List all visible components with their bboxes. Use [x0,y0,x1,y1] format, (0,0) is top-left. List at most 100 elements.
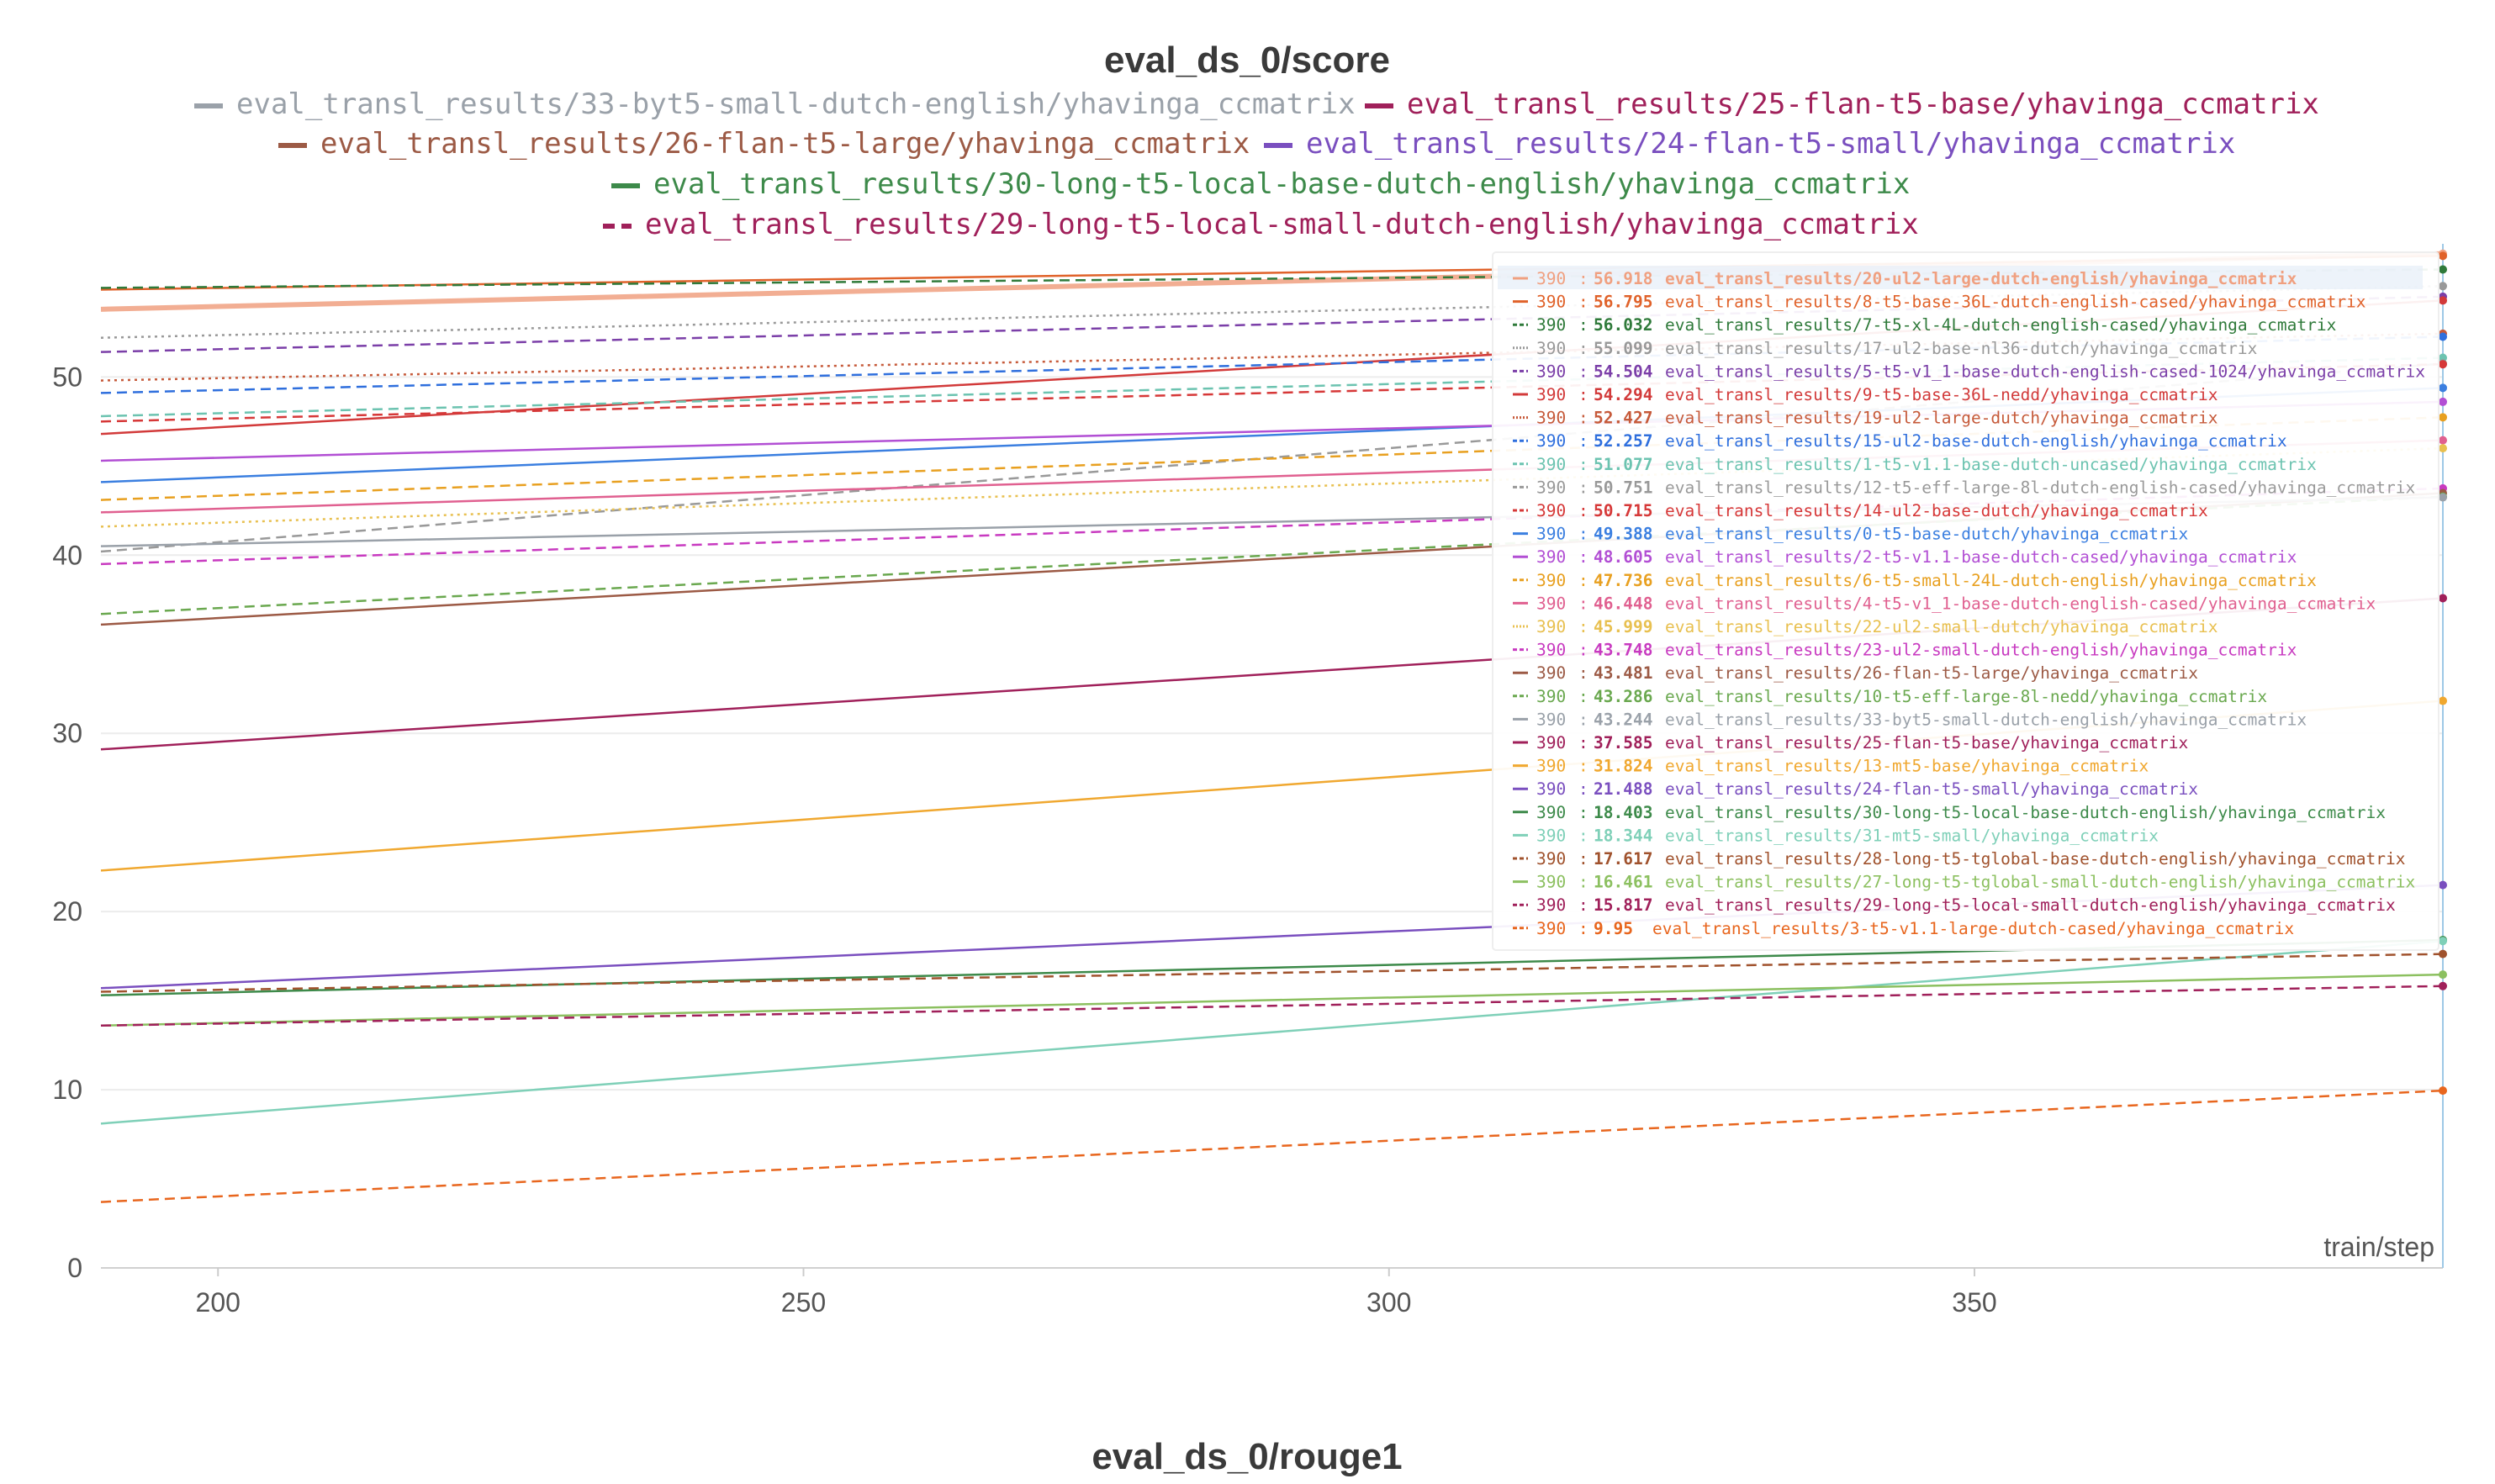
hover-point [2439,444,2447,453]
tooltip-row: 390:43.748 eval_transl_results/23-ul2-sma… [1513,641,2297,660]
hover-point [2439,397,2447,406]
tooltip-value: 56.032 [1594,315,1652,335]
y-tick-label: 10 [52,1075,82,1105]
series-line[interactable] [100,1089,2444,1203]
hover-point [2439,296,2447,305]
legend: eval_transl_results/33-byt5-small-dutch-… [194,87,2319,241]
tooltip-row: 390:54.504 eval_transl_results/5-t5-v1_1-… [1513,362,2425,381]
tooltip-row: 390:9.95 eval_transl_results/3-t5-v1.1-la… [1513,919,2294,938]
series-line[interactable] [100,953,2444,993]
tooltip-row: 390:17.617 eval_transl_results/28-long-t5… [1513,849,2406,869]
tooltip-series-name: eval_transl_results/1-t5-v1.1-base-dutch… [1665,455,2317,474]
legend-item[interactable]: eval_transl_results/24-flan-t5-small/yha… [1264,127,2235,161]
tooltip-value: 15.817 [1594,895,1652,915]
hover-point [2439,251,2447,261]
tooltip-colon: : [1578,478,1588,497]
tooltip-value: 9.95 [1594,919,1633,938]
tooltip-value: 18.403 [1594,803,1652,822]
tooltip-row: 390:31.824 eval_transl_results/13-mt5-bas… [1513,757,2149,776]
tooltip-row: 390:50.715 eval_transl_results/14-ul2-bas… [1513,501,2208,520]
tooltip-row: 390:16.461 eval_transl_results/27-long-t5… [1513,873,2415,892]
hover-point [2439,413,2447,422]
tooltip-colon: : [1578,431,1588,451]
tooltip-series-name: eval_transl_results/29-long-t5-local-sma… [1665,895,2396,915]
tooltip-row: 390:56.918 eval_transl_results/20-ul2-lar… [1513,269,2297,288]
hover-point [2439,265,2447,274]
tooltip-colon: : [1578,571,1588,590]
x-tick-label: 250 [781,1287,826,1318]
tooltip-colon: : [1578,269,1588,288]
tooltip-colon: : [1578,617,1588,636]
series-line[interactable] [100,973,2444,1027]
tooltip-series-name: eval_transl_results/14-ul2-base-dutch/yh… [1665,501,2208,520]
tooltip-step: 390 [1536,362,1566,381]
tooltip-value: 31.824 [1594,757,1652,776]
tooltip-row: 390:52.257 eval_transl_results/15-ul2-bas… [1513,431,2287,451]
y-tick-label: 20 [52,896,82,927]
tooltip-highlight [1498,266,2423,289]
tooltip-value: 55.099 [1594,339,1652,358]
tooltip-colon: : [1578,733,1588,753]
series-line[interactable] [100,985,2444,1027]
y-tick-label: 30 [52,718,82,748]
tooltip-colon: : [1578,919,1588,938]
tooltip-series-name: eval_transl_results/3-t5-v1.1-large-dutc… [1652,919,2294,938]
tooltip-colon: : [1578,455,1588,474]
tooltip-colon: : [1578,409,1588,428]
tooltip-step: 390 [1536,385,1566,404]
tooltip-series-name: eval_transl_results/8-t5-base-36L-dutch-… [1665,293,2366,312]
y-tick-label: 50 [52,362,82,392]
tooltip-row: 390:49.388 eval_transl_results/0-t5-base-… [1513,525,2188,544]
tooltip-colon: : [1578,594,1588,613]
tooltip-value: 43.481 [1594,663,1652,683]
tooltip-row: 390:55.099 eval_transl_results/17-ul2-bas… [1513,339,2258,358]
tooltip-value: 49.388 [1594,525,1652,544]
tooltip-value: 52.427 [1594,409,1652,428]
tooltip-value: 43.244 [1594,710,1652,729]
tooltip-colon: : [1578,362,1588,381]
tooltip-step: 390 [1536,873,1566,892]
tooltip-step: 390 [1536,687,1566,706]
hover-point [2439,383,2447,393]
legend-item[interactable]: eval_transl_results/29-long-t5-local-sma… [603,208,1919,241]
legend-label: eval_transl_results/33-byt5-small-dutch-… [236,87,1356,121]
x-tick-label: 300 [1366,1287,1411,1318]
tooltip-step: 390 [1536,339,1566,358]
legend-item[interactable]: eval_transl_results/33-byt5-small-dutch-… [194,87,1356,121]
tooltip-row: 390:45.999 eval_transl_results/22-ul2-sma… [1513,617,2218,636]
tooltip-colon: : [1578,663,1588,683]
tooltip-series-name: eval_transl_results/7-t5-xl-4L-dutch-eng… [1665,315,2337,335]
tooltip-row: 390:54.294 eval_transl_results/9-t5-base-… [1513,385,2218,404]
hover-point [2439,970,2447,980]
hover-tooltip: 390:56.918 eval_transl_results/20-ul2-lar… [1492,251,2439,951]
tooltip-row: 390:50.751 eval_transl_results/12-t5-eff-… [1513,478,2415,497]
tooltip-step: 390 [1536,826,1566,845]
tooltip-series-name: eval_transl_results/26-flan-t5-large/yha… [1665,663,2198,683]
series-line[interactable] [100,939,2444,1125]
x-axis: 200 250 300 350 [196,1268,1997,1318]
tooltip-value: 17.617 [1594,849,1652,869]
hover-point [2439,282,2447,291]
tooltip-series-name: eval_transl_results/19-ul2-large-dutch/y… [1665,409,2218,428]
hover-point [2439,981,2447,990]
tooltip-colon: : [1578,687,1588,706]
legend-item[interactable]: eval_transl_results/26-flan-t5-large/yha… [278,127,1250,161]
tooltip-colon: : [1578,757,1588,776]
tooltip-value: 54.504 [1594,362,1652,381]
tooltip-step: 390 [1536,849,1566,869]
tooltip-value: 16.461 [1594,873,1652,892]
tooltip-value: 21.488 [1594,779,1652,799]
hover-point [2439,594,2447,603]
tooltip-series-name: eval_transl_results/10-t5-eff-large-8l-n… [1665,687,2267,706]
tooltip-series-name: eval_transl_results/17-ul2-base-nl36-dut… [1665,339,2258,358]
tooltip-row: 390:18.344 eval_transl_results/31-mt5-sma… [1513,826,2159,845]
tooltip-colon: : [1578,293,1588,312]
tooltip-colon: : [1578,895,1588,915]
tooltip-value: 54.294 [1594,385,1652,404]
tooltip-row: 390:46.448 eval_transl_results/4-t5-v1_1-… [1513,594,2376,613]
tooltip-panel [1492,251,2439,951]
legend-item[interactable]: eval_transl_results/30-long-t5-local-bas… [611,167,1910,201]
tooltip-row: 390:21.488 eval_transl_results/24-flan-t5… [1513,779,2198,799]
tooltip-series-name: eval_transl_results/28-long-t5-tglobal-b… [1665,849,2406,869]
legend-item[interactable]: eval_transl_results/25-flan-t5-base/yhav… [1365,87,2319,121]
